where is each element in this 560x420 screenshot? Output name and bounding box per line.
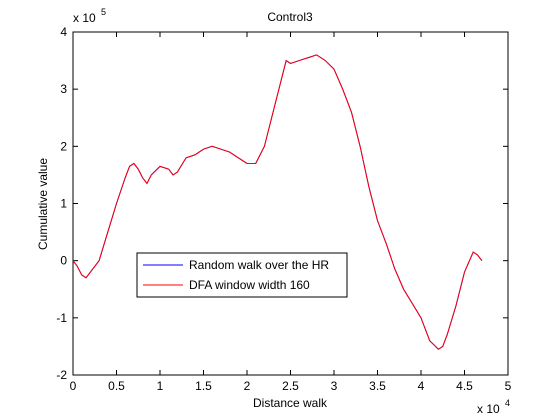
y-tick-label: -1 bbox=[56, 311, 67, 325]
y-axis-label: Cumulative value bbox=[36, 158, 50, 250]
x-multiplier: x 10 bbox=[477, 402, 500, 416]
y-tick-label: -2 bbox=[56, 368, 67, 382]
y-tick-label: 4 bbox=[60, 25, 67, 39]
y-tick-label: 3 bbox=[60, 82, 67, 96]
x-tick-label: 4.5 bbox=[456, 379, 473, 393]
x-tick-label: 3.5 bbox=[369, 379, 386, 393]
plot-area bbox=[73, 32, 508, 375]
legend-label: DFA window width 160 bbox=[189, 278, 310, 292]
y-tick-label: 1 bbox=[60, 197, 67, 211]
x-tick-label: 0 bbox=[70, 379, 77, 393]
x-tick-label: 4 bbox=[418, 379, 425, 393]
legend-box bbox=[136, 252, 348, 298]
x-tick-label: 5 bbox=[505, 379, 512, 393]
series-line bbox=[72, 54, 483, 350]
y-multiplier: x 10 bbox=[73, 11, 96, 25]
x-axis-label: Distance walk bbox=[253, 396, 328, 410]
legend-label: Random walk over the HR bbox=[189, 258, 329, 272]
x-multiplier-exponent: 4 bbox=[505, 398, 510, 408]
x-tick-label: 1 bbox=[157, 379, 164, 393]
chart-title: Control3 bbox=[267, 10, 313, 24]
y-tick-label: 2 bbox=[60, 139, 67, 153]
x-tick-label: 2 bbox=[244, 379, 251, 393]
x-tick-label: 2.5 bbox=[282, 379, 299, 393]
y-multiplier-exponent: 5 bbox=[101, 7, 106, 17]
axes-box bbox=[72, 31, 509, 376]
x-tick-label: 0.5 bbox=[108, 379, 125, 393]
y-tick-label: 0 bbox=[60, 254, 67, 268]
x-tick-label: 1.5 bbox=[195, 379, 212, 393]
x-tick-label: 3 bbox=[331, 379, 338, 393]
